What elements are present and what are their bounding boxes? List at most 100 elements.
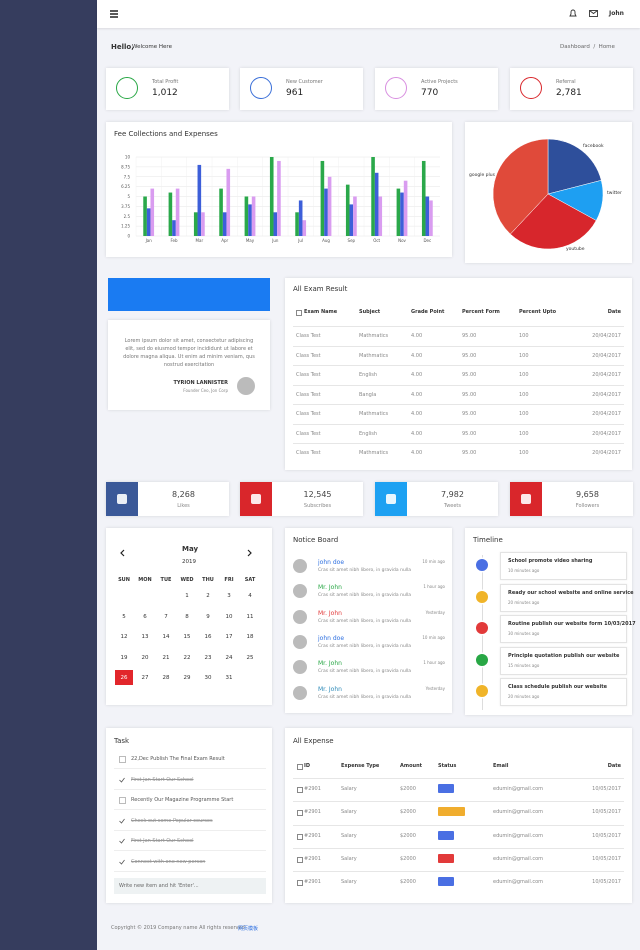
task-input[interactable]: Write new item and hit 'Enter'... (114, 878, 266, 894)
checkbox[interactable] (297, 880, 303, 887)
checkbox[interactable] (297, 810, 303, 817)
notice-name: Mr. John (318, 584, 342, 592)
day[interactable]: 19 (120, 654, 128, 661)
bar (298, 200, 303, 236)
day[interactable]: 29 (183, 675, 191, 681)
checkbox[interactable] (297, 833, 303, 840)
bar (248, 204, 252, 236)
day[interactable]: 20 (141, 654, 149, 661)
pie-slice (547, 138, 602, 195)
breadcrumb[interactable]: Dashboard / Home (560, 44, 615, 50)
day[interactable]: 24 (225, 654, 233, 661)
day[interactable]: 9 (206, 613, 210, 620)
day[interactable]: 10 (225, 613, 233, 620)
notice-name: Mr. John (318, 609, 342, 617)
notice-time: Yesterday (425, 609, 445, 615)
column-header: Status (438, 763, 457, 769)
bell-icon[interactable] (569, 9, 577, 18)
day[interactable]: 21 (162, 654, 170, 661)
menu-icon[interactable] (109, 9, 119, 19)
day[interactable]: 30 (204, 675, 212, 681)
checkbox[interactable] (297, 856, 303, 863)
task-checkbox[interactable] (119, 797, 126, 804)
day[interactable]: 2 (206, 593, 210, 599)
day[interactable]: 14 (162, 634, 170, 640)
bar (244, 196, 249, 236)
y-tick-label: 5 (127, 194, 130, 199)
day[interactable]: 12 (120, 634, 128, 640)
notice-time: 10 min ago (422, 559, 445, 564)
day[interactable]: 13 (141, 634, 149, 640)
day[interactable]: 27 (141, 675, 149, 681)
cell: edumin@gmail.com (493, 879, 544, 886)
task-checkbox[interactable] (119, 756, 126, 763)
stat-icon (116, 77, 138, 99)
day[interactable]: 1 (185, 593, 189, 599)
mail-icon[interactable] (589, 10, 598, 18)
y-tick-label: 1.25 (121, 224, 130, 229)
task-checkbox[interactable] (119, 838, 125, 844)
day[interactable]: 3 (227, 593, 231, 599)
cell: #2901 (304, 832, 321, 839)
prev-arrow[interactable] (120, 549, 126, 557)
weekday: FRI (224, 577, 234, 583)
status-badge: DUE (438, 853, 454, 871)
task-checkbox[interactable] (119, 818, 125, 824)
day[interactable]: 6 (143, 613, 147, 620)
user-name[interactable]: John (609, 10, 624, 17)
day[interactable]: 7 (164, 613, 168, 620)
timeline-dot (476, 590, 488, 603)
day[interactable]: 26 (120, 675, 128, 681)
cell: 100 (519, 411, 529, 417)
stat-label: Referral (556, 79, 576, 85)
day[interactable]: 25 (246, 654, 254, 661)
cell: Mathmatics (359, 450, 389, 456)
cell: Mathmatics (359, 352, 389, 359)
day[interactable]: 22 (183, 654, 191, 661)
bar (374, 172, 379, 236)
next-arrow[interactable] (246, 549, 252, 557)
row-divider (293, 778, 624, 779)
x-tick-label: Jun (271, 238, 279, 243)
today-highlight (115, 670, 133, 685)
day[interactable]: 11 (246, 613, 254, 620)
social-card: 9,658 Followers (510, 482, 633, 516)
day[interactable]: 28 (162, 675, 170, 681)
bar (378, 196, 383, 236)
day[interactable]: 4 (248, 593, 252, 599)
cell: Class Test (296, 430, 321, 437)
day[interactable]: 5 (122, 613, 126, 620)
day[interactable]: 8 (185, 613, 189, 620)
checkbox[interactable] (297, 787, 303, 793)
status-badge: PAID (438, 877, 455, 894)
cell: 20/04/2017 (592, 411, 621, 417)
day[interactable]: 17 (225, 634, 233, 640)
pie-label: google plus (469, 172, 496, 178)
cell: 4.00 (411, 391, 423, 398)
timeline-dot (476, 559, 488, 571)
day[interactable]: 18 (246, 634, 254, 640)
footer-link[interactable]: 网页模板 (238, 926, 259, 932)
column-header: Percent Form (462, 309, 500, 315)
task-checkbox[interactable] (119, 859, 125, 865)
bar (269, 157, 274, 236)
cell: 100 (519, 450, 529, 456)
y-tick-label: 8.75 (121, 164, 130, 169)
social-value: 12,545 (303, 490, 332, 499)
x-tick-label: Jul (297, 238, 303, 243)
timeline-item-title: Routine publish our website form 10/03/2… (508, 621, 636, 627)
day[interactable]: 15 (183, 634, 191, 640)
x-tick-label: Jan (145, 238, 153, 243)
stat-icon (520, 77, 542, 99)
stat-label: Active Projects (421, 79, 458, 85)
cell: 10/05/2017 (592, 809, 621, 816)
task-checkbox[interactable] (119, 777, 125, 783)
cell: $2000 (400, 809, 416, 816)
day[interactable]: 31 (225, 675, 233, 681)
stat-card: Active Projects 770 (375, 68, 498, 110)
chart-title: Fee Collections and Expenses (114, 130, 218, 138)
day[interactable]: 23 (204, 654, 212, 661)
social-value: 7,982 (441, 490, 464, 499)
day[interactable]: 16 (204, 634, 212, 640)
y-tick-label: 2.5 (124, 214, 131, 219)
